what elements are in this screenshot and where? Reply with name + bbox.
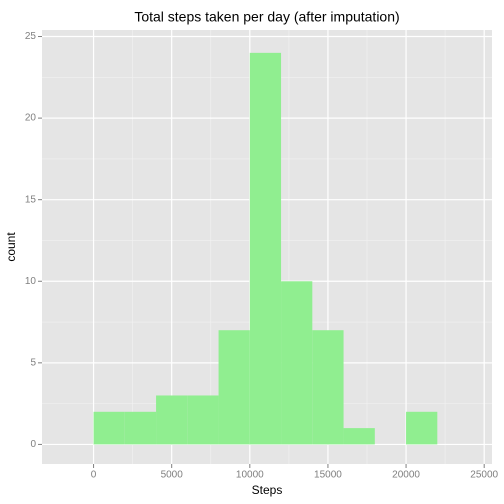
y-tick-label: 20 [25, 113, 37, 124]
y-tick-label: 5 [30, 357, 36, 368]
x-tick-label: 15000 [314, 470, 342, 481]
bar [406, 411, 438, 445]
x-tick-label: 0 [91, 470, 97, 481]
x-tick-label: 20000 [392, 470, 420, 481]
bar [93, 411, 125, 445]
bar [312, 330, 344, 445]
x-axis-title: Steps [252, 483, 283, 497]
bar [187, 395, 219, 445]
bar [124, 411, 157, 445]
y-tick-label: 10 [25, 276, 37, 287]
bar [343, 428, 375, 445]
y-tick-label: 0 [30, 439, 36, 450]
x-tick-label: 25000 [470, 470, 498, 481]
x-tick-label: 5000 [161, 470, 184, 481]
bar [156, 395, 188, 445]
x-tick-label: 10000 [236, 470, 264, 481]
bar [218, 330, 250, 445]
y-axis-title: count [4, 232, 18, 262]
bar [281, 281, 313, 445]
bar [249, 52, 282, 445]
chart-title: Total steps taken per day (after imputat… [134, 9, 399, 25]
y-tick-label: 15 [25, 194, 37, 205]
y-tick-label: 25 [25, 31, 37, 42]
